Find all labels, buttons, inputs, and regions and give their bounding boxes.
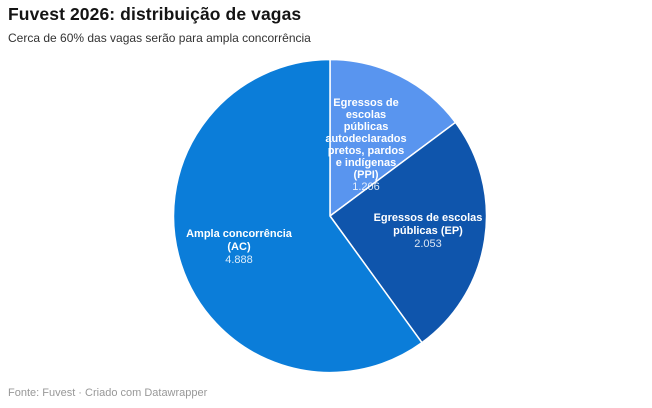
chart-subtitle: Cerca de 60% das vagas serão para ampla … xyxy=(8,31,311,45)
pie-slice-ppi[interactable] xyxy=(329,58,457,217)
pie-slice-ep[interactable] xyxy=(329,121,488,344)
pie-chart xyxy=(172,58,488,374)
chart-footer: Fonte: Fuvest · Criado com Datawrapper xyxy=(8,387,208,399)
pie-slice-ac[interactable] xyxy=(172,58,423,374)
chart-title: Fuvest 2026: distribuição de vagas xyxy=(8,4,302,24)
